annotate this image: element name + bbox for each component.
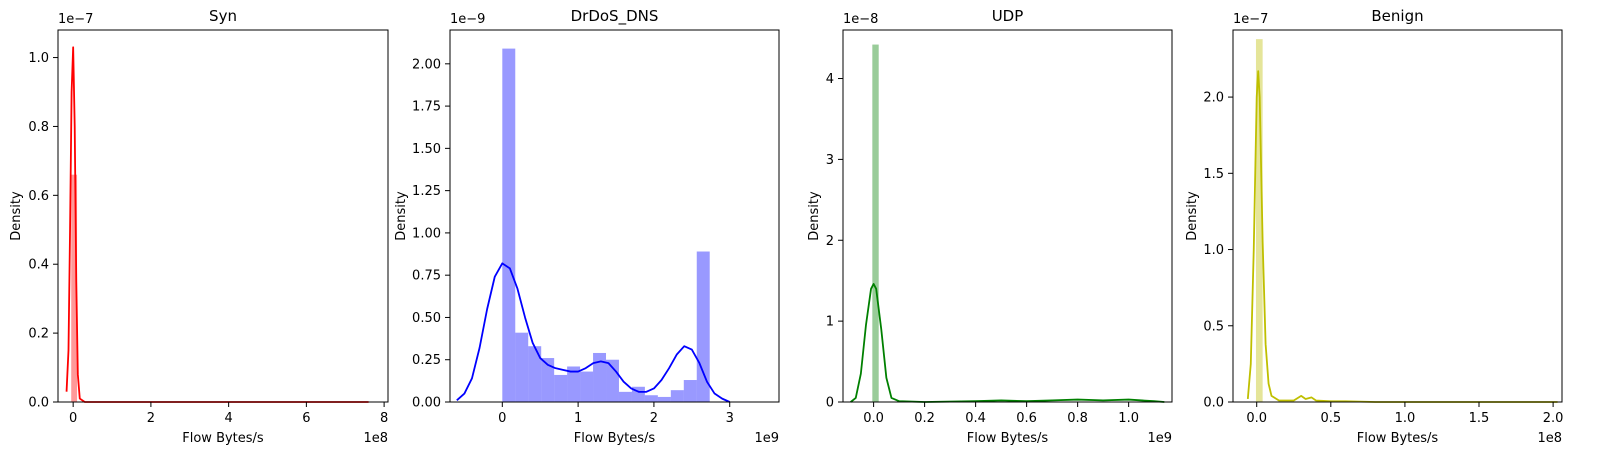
x-tick-label: 1.0 <box>1118 411 1139 426</box>
subplot-title: DrDoS_DNS <box>571 7 659 26</box>
y-tick-label: 1.00 <box>412 226 441 241</box>
x-axis-label: Flow Bytes/s <box>182 431 264 446</box>
x-offset-label: 1e8 <box>363 431 388 446</box>
histogram-bar <box>657 396 671 402</box>
y-axis-label: Density <box>807 191 822 241</box>
y-offset-label: 1e−9 <box>450 12 485 27</box>
y-tick-label: 0.0 <box>28 396 49 411</box>
y-offset-label: 1e−7 <box>58 12 93 27</box>
x-tick-label: 0.8 <box>1067 411 1088 426</box>
kde-line <box>850 283 1165 403</box>
y-tick-label: 0.0 <box>1203 396 1224 411</box>
axes-frame <box>57 29 389 403</box>
y-tick-label: 0.50 <box>412 311 441 326</box>
y-tick-label: 1 <box>826 315 834 330</box>
x-tick-label: 0.5 <box>1320 411 1341 426</box>
y-tick-label: 2.0 <box>1203 91 1224 106</box>
histogram-bar <box>567 366 581 402</box>
x-tick-label: 0.6 <box>1016 411 1037 426</box>
histogram-bar <box>71 174 78 402</box>
y-tick-label: 1.5 <box>1203 167 1224 182</box>
y-axis-label: Density <box>9 191 24 241</box>
x-tick-label: 0.4 <box>965 411 986 426</box>
y-tick-label: 0.25 <box>412 353 441 368</box>
y-tick-label: 0.75 <box>412 269 441 284</box>
y-tick-label: 4 <box>826 72 834 87</box>
histogram-bar <box>696 251 710 402</box>
x-tick-label: 2 <box>650 411 658 426</box>
y-axis-label: Density <box>1185 191 1200 241</box>
x-tick-label: 0 <box>69 411 77 426</box>
x-offset-label: 1e9 <box>754 431 779 446</box>
x-tick-label: 0.2 <box>914 411 935 426</box>
histogram-bar <box>502 48 516 402</box>
subplot-0: 0 2 4 6 8 0.0 0.2 0.4 0.6 0.8 1.0 Syn Flow Bytes/s De… <box>9 7 389 446</box>
subplot-2: 0.0 0.2 0.4 0.6 0.8 1.0 0 1 2 3 4 UDP Flow Bytes/s De… <box>807 7 1173 446</box>
y-tick-label: 1.50 <box>412 142 441 157</box>
x-axis-label: Flow Bytes/s <box>967 431 1049 446</box>
histogram-bar <box>593 352 607 402</box>
x-tick-label: 2.0 <box>1543 411 1564 426</box>
histogram-bar <box>541 358 555 402</box>
y-tick-label: 0.2 <box>28 327 49 342</box>
kde-line <box>1246 70 1558 403</box>
axes-frame <box>1232 29 1563 403</box>
x-offset-label: 1e9 <box>1147 431 1172 446</box>
y-tick-label: 0.00 <box>412 396 441 411</box>
subplot-3: 0.0 0.5 1.0 1.5 2.0 0.0 0.5 1.0 1.5 2.0 Benign Flow… <box>1185 7 1563 446</box>
x-tick-label: 0.0 <box>1246 411 1267 426</box>
y-offset-label: 1e−7 <box>1233 12 1268 27</box>
y-tick-label: 0.8 <box>28 120 49 135</box>
subplot-title: Benign <box>1371 7 1423 25</box>
histogram-bar <box>515 332 529 402</box>
histogram-bar <box>528 346 542 402</box>
y-tick-label: 1.0 <box>1203 243 1224 258</box>
y-tick-label: 3 <box>826 153 834 168</box>
x-tick-label: 4 <box>224 411 232 426</box>
histogram-bar <box>683 380 697 402</box>
y-tick-label: 2 <box>826 234 834 249</box>
x-tick-label: 6 <box>302 411 310 426</box>
x-offset-label: 1e8 <box>1537 431 1562 446</box>
x-tick-label: 2 <box>147 411 155 426</box>
x-axis-label: Flow Bytes/s <box>1357 431 1439 446</box>
histogram-bar <box>618 391 632 402</box>
histogram-bar <box>554 374 568 402</box>
y-offset-label: 1e−8 <box>843 12 878 27</box>
subplot-title: Syn <box>209 7 237 25</box>
histogram-bar <box>872 44 879 403</box>
histogram-bar <box>580 371 594 402</box>
y-tick-label: 0 <box>826 396 834 411</box>
histogram-bar <box>1255 39 1263 402</box>
y-axis-label: Density <box>394 191 409 241</box>
axes-frame <box>842 29 1173 403</box>
kde-line <box>65 46 369 403</box>
y-tick-label: 2.00 <box>412 57 441 72</box>
y-tick-label: 1.25 <box>412 184 441 199</box>
histogram-bar <box>670 390 684 402</box>
y-tick-label: 0.4 <box>28 258 49 273</box>
y-tick-label: 0.5 <box>1203 319 1224 334</box>
x-tick-label: 8 <box>380 411 388 426</box>
histogram-bar <box>644 395 658 402</box>
histogram-bar <box>606 359 619 402</box>
kde-line <box>456 262 731 403</box>
x-tick-label: 1 <box>574 411 582 426</box>
x-tick-label: 1.0 <box>1395 411 1416 426</box>
x-tick-label: 0.0 <box>863 411 884 426</box>
y-tick-label: 1.0 <box>28 51 49 66</box>
x-axis-label: Flow Bytes/s <box>574 431 656 446</box>
x-tick-label: 3 <box>726 411 734 426</box>
x-tick-label: 0 <box>498 411 506 426</box>
x-tick-label: 1.5 <box>1469 411 1490 426</box>
axes-frame <box>449 29 780 403</box>
subplot-1: 0 1 2 3 0.00 0.25 0.50 0.75 1.00 1.25 1.50 1.75 2.00… <box>394 7 780 446</box>
y-tick-label: 0.6 <box>28 189 49 204</box>
y-tick-label: 1.75 <box>412 100 441 115</box>
subplot-title: UDP <box>992 7 1024 25</box>
